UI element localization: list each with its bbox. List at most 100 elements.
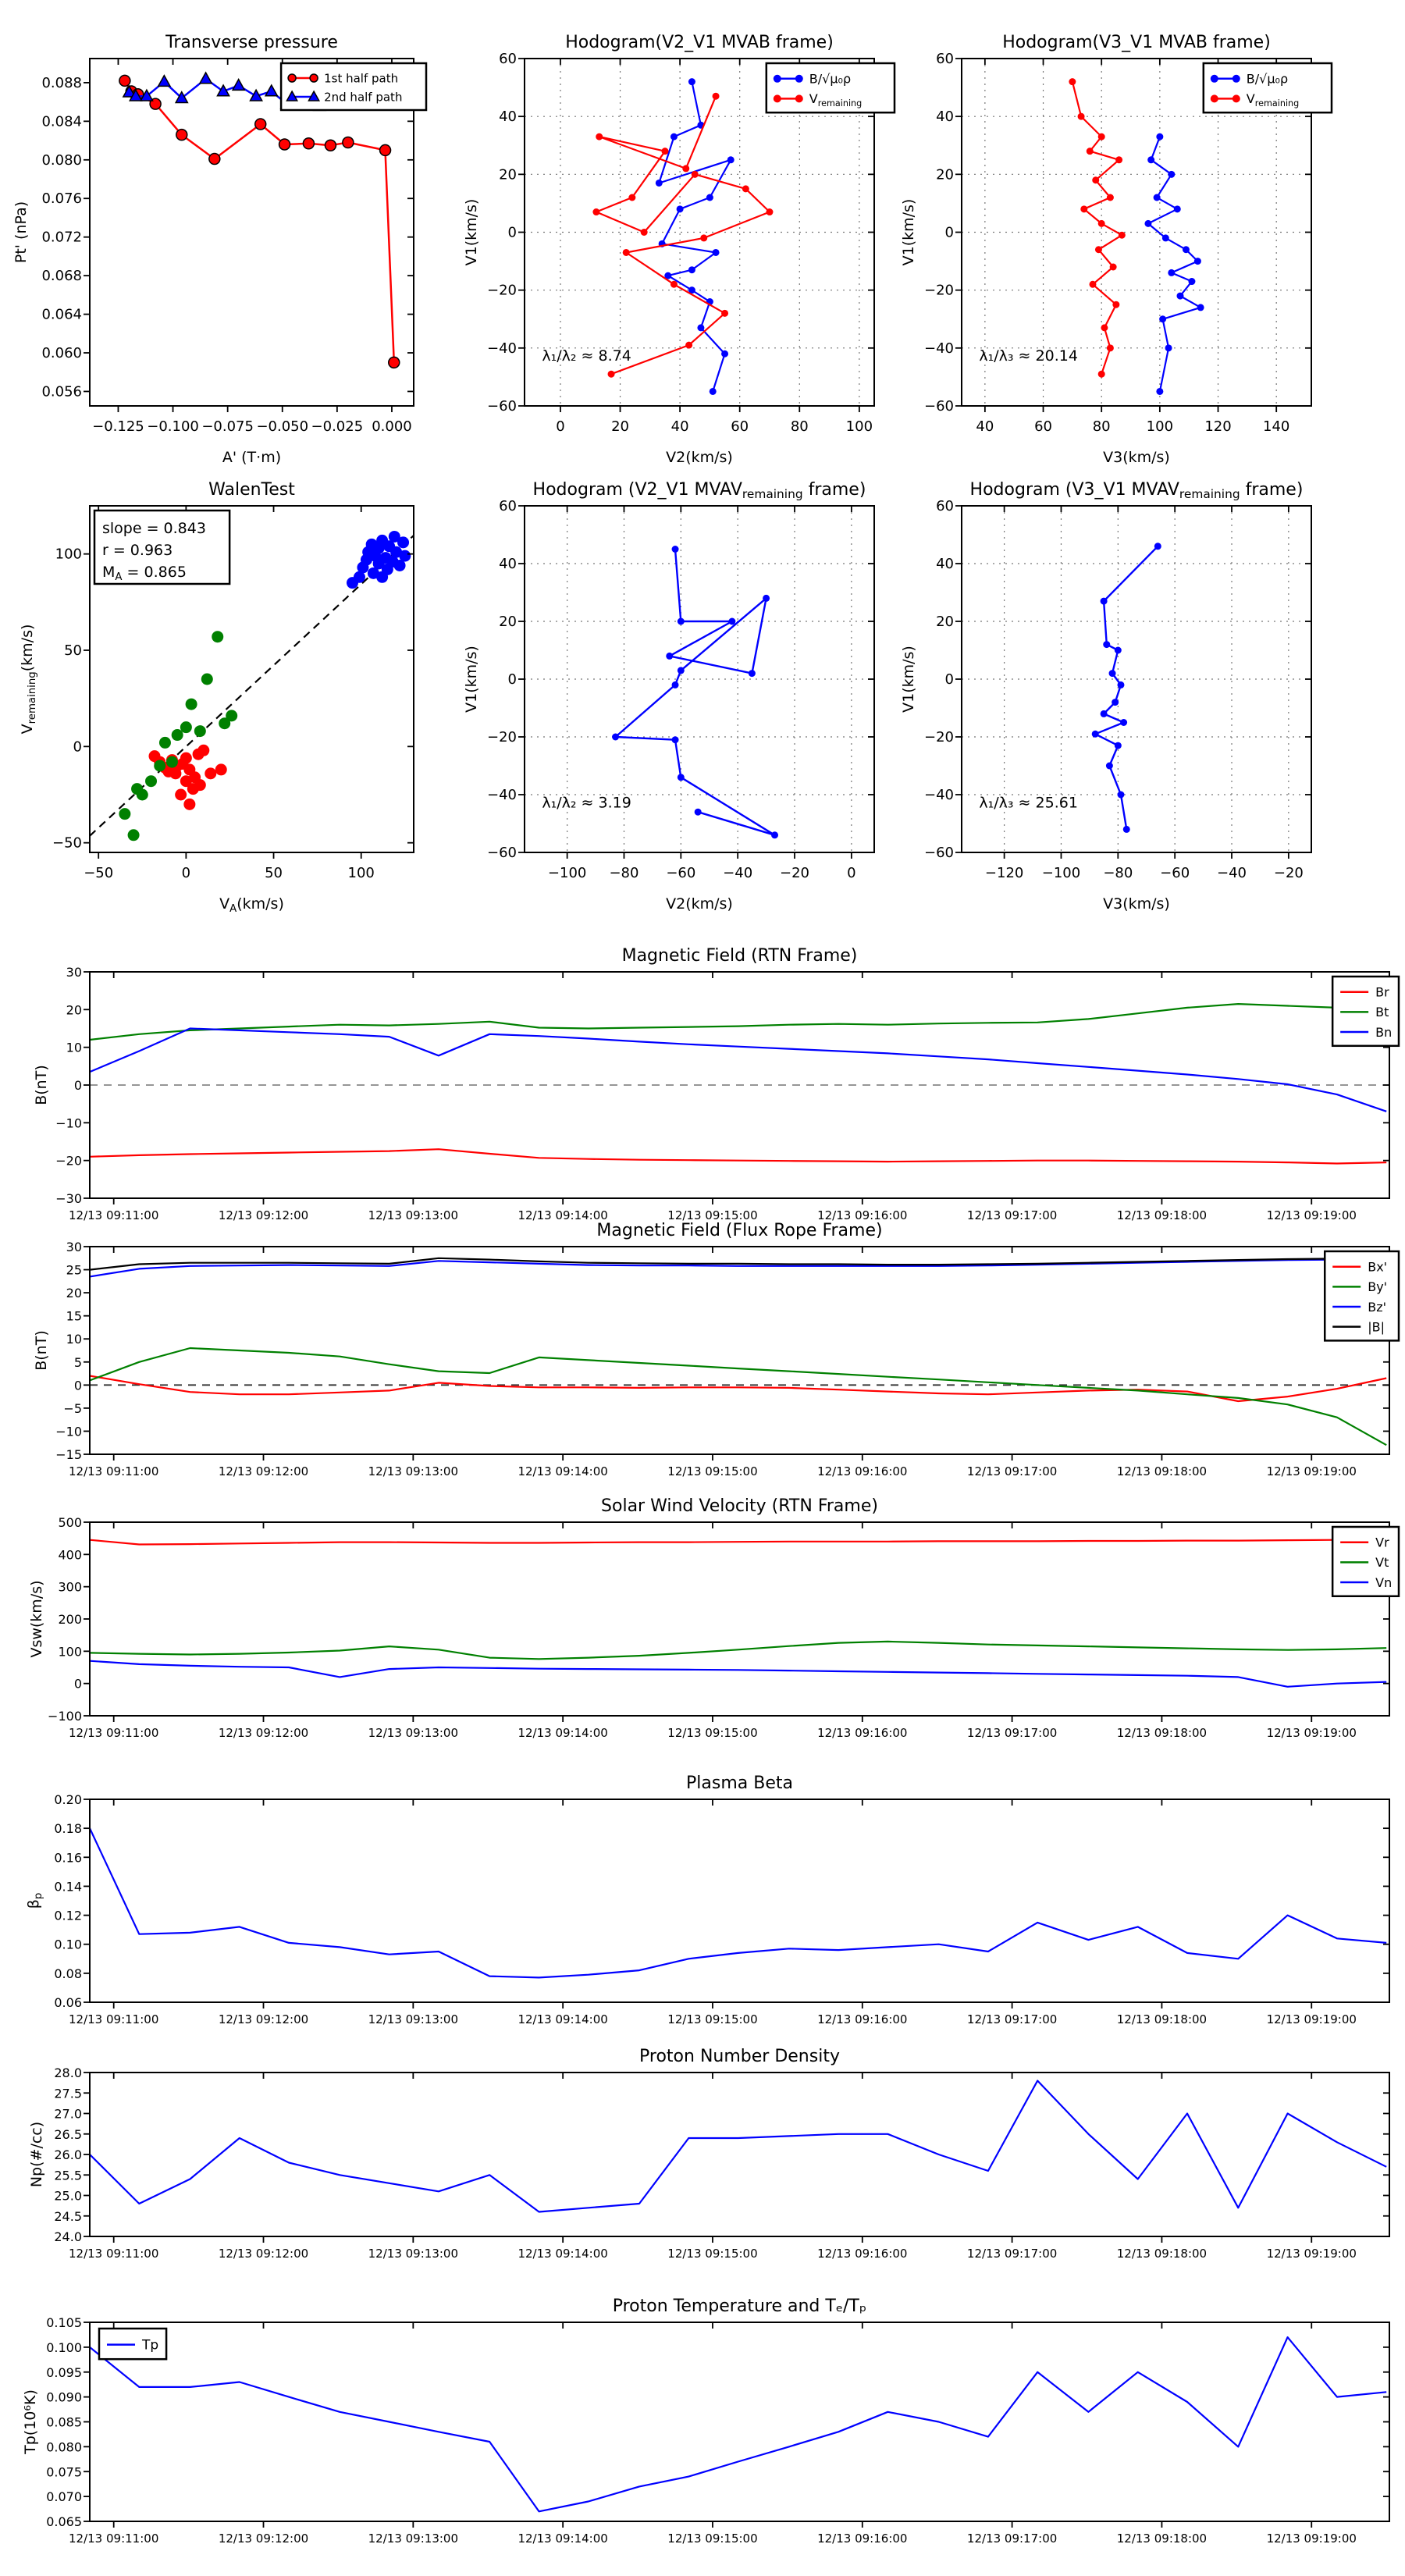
x-tick-label: 12/13 09:12:00 [219, 1208, 308, 1222]
x-tick-label: 12/13 09:18:00 [1117, 1726, 1207, 1740]
legend-label: B/√μ₀ρ [809, 72, 851, 87]
circle-marker [671, 546, 679, 553]
circle-marker [287, 73, 297, 83]
circle-marker [1154, 543, 1161, 550]
y-tick-label: 0.065 [46, 2514, 82, 2529]
circle-marker [640, 229, 648, 236]
y-tick-label: 60 [936, 51, 954, 67]
circle-marker [742, 185, 749, 193]
y-tick-label: 0.105 [46, 2315, 82, 2330]
y-ticks: −15 −10 −5 0 5 10 15 20 25 30 [55, 1240, 1389, 1462]
y-ticks: −60 −40 −20 0 20 40 60 [487, 498, 874, 861]
circle-marker [324, 139, 337, 151]
circle-marker [302, 137, 315, 150]
circle-marker [154, 760, 166, 772]
legend: Vr Vt Vn [1331, 1525, 1400, 1598]
legend-label: Bn [1375, 1025, 1392, 1040]
series-line-Tp [89, 2336, 1387, 2513]
legend-label: Vremaining [1247, 91, 1299, 109]
circle-marker [171, 729, 183, 742]
series-fit-line [89, 535, 414, 837]
circle-marker [1103, 641, 1111, 649]
y-tick-label: 500 [58, 1515, 82, 1530]
circle-marker [1112, 301, 1120, 308]
circle-marker [254, 118, 267, 130]
circle-marker [773, 94, 781, 103]
legend-label: Vremaining [809, 91, 862, 109]
x-tick-label: 0 [847, 865, 855, 881]
series-Bt [89, 1003, 1387, 1041]
y-tick-label: 400 [58, 1547, 82, 1562]
circle-marker [688, 266, 695, 274]
circle-marker [1193, 258, 1201, 265]
x-tick-label: 12/13 09:11:00 [69, 2532, 158, 2546]
series-line-fit-line [89, 535, 414, 837]
circle-marker [158, 736, 171, 749]
x-tick-label: 0 [182, 865, 190, 881]
circle-marker [1117, 681, 1125, 688]
y-tick-label: 0.088 [41, 75, 82, 91]
y-tick-label: 0.060 [41, 345, 82, 361]
series-By-prime [89, 1347, 1387, 1446]
legend-label: By' [1368, 1279, 1387, 1294]
circle-marker [1122, 825, 1130, 833]
x-tick-label: −0.050 [256, 418, 308, 435]
x-ticks: 12/13 09:11:00 12/13 09:12:00 12/13 09:13:… [69, 1522, 1357, 1740]
circle-marker [670, 133, 678, 141]
x-tick-label: 12/13 09:13:00 [368, 2247, 458, 2261]
y-tick-label: 40 [499, 109, 517, 125]
y-tick-label: −20 [55, 1154, 82, 1169]
y-tick-label: 300 [58, 1580, 82, 1595]
circle-marker [194, 779, 206, 792]
x-tick-label: 12/13 09:17:00 [967, 1726, 1057, 1740]
y-tick-label: 0 [73, 738, 82, 755]
y-tick-label: 60 [499, 51, 517, 67]
series-line-Bt [89, 1003, 1387, 1041]
circle-marker [226, 710, 238, 722]
circle-marker [342, 136, 354, 149]
circle-marker [1156, 387, 1164, 395]
circle-marker [706, 194, 713, 201]
circle-marker [1089, 280, 1097, 288]
circle-marker [1105, 762, 1113, 770]
info-box-line: MA = 0.865 [102, 564, 187, 583]
x-ticks: −0.125 −0.100 −0.075 −0.050 −0.025 0.000 [92, 59, 412, 435]
y-tick-label: 100 [55, 546, 82, 563]
series-line-beta-p [89, 1827, 1387, 1979]
circle-marker [748, 670, 756, 678]
series-Vr [89, 1538, 1387, 1546]
x-tick-label: 12/13 09:18:00 [1117, 1208, 1207, 1222]
series-Bz-prime [89, 1258, 1387, 1278]
triangle-marker [157, 74, 172, 87]
legend-label: Br [1375, 985, 1389, 1000]
panel-hodogram-v2v1-mvab: 0 20 40 60 80 100 −60 −40 −20 0 20 40 60 Hodogram(V2_… [463, 33, 896, 466]
y-tick-label: 0 [74, 1078, 82, 1093]
legend-label: Bz' [1368, 1300, 1386, 1315]
y-tick-label: −60 [924, 845, 954, 861]
circle-marker [185, 698, 197, 710]
circle-marker [379, 144, 392, 157]
circle-marker [1165, 344, 1172, 352]
circle-marker [127, 829, 140, 841]
x-tick-label: −60 [1160, 865, 1190, 881]
circle-marker [1232, 74, 1240, 83]
x-axis-label: V3(km/s) [1103, 449, 1170, 466]
circle-marker [676, 205, 684, 213]
circle-marker [666, 652, 674, 660]
x-tick-label: 12/13 09:16:00 [817, 1208, 907, 1222]
legend-box [1202, 62, 1333, 114]
series-beta-p [89, 1827, 1387, 1979]
series-line-Br [89, 1148, 1387, 1165]
circle-marker [1112, 699, 1119, 706]
x-tick-label: 80 [791, 418, 809, 435]
circle-marker [694, 808, 702, 816]
circle-marker [397, 536, 410, 549]
circle-marker [1097, 219, 1105, 227]
y-axis-label: B(nT) [33, 1330, 50, 1371]
x-tick-label: 12/13 09:13:00 [368, 1726, 458, 1740]
x-tick-label: 12/13 09:14:00 [518, 1464, 607, 1478]
series-line-Vr [89, 1538, 1387, 1546]
y-tick-label: 20 [499, 166, 517, 183]
chart-title: Proton Number Density [639, 2047, 840, 2066]
